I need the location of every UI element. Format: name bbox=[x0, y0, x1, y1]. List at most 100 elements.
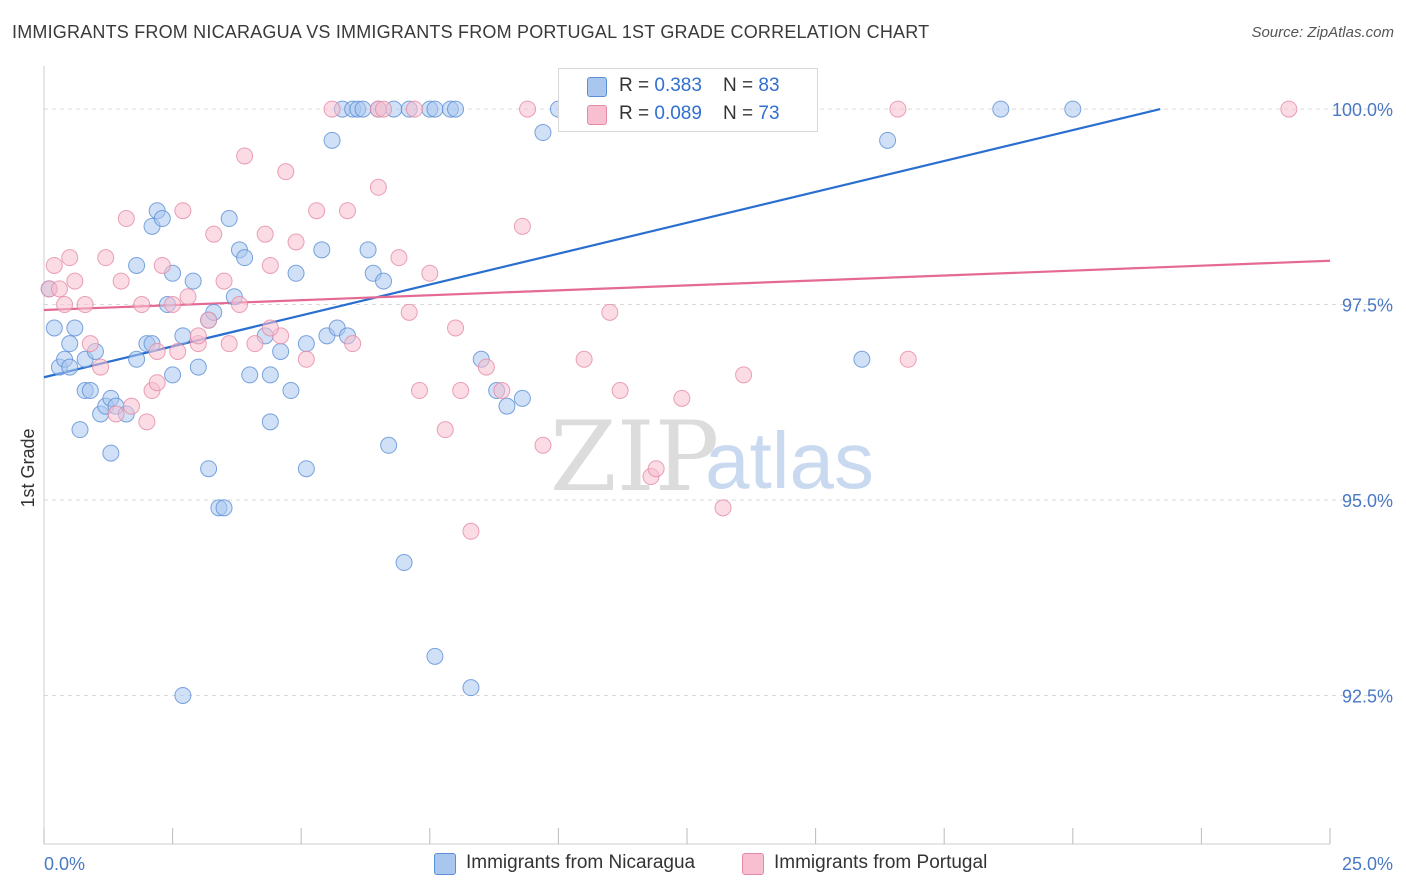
point-portugal bbox=[647, 460, 665, 478]
point-portugal bbox=[138, 413, 156, 431]
point-portugal bbox=[92, 358, 110, 376]
y-tick-label: 100.0% bbox=[1332, 100, 1393, 120]
point-nicaragua bbox=[498, 397, 516, 415]
point-nicaragua bbox=[879, 131, 897, 149]
point-portugal bbox=[575, 350, 593, 368]
series-swatch-portugal bbox=[742, 853, 764, 875]
point-nicaragua bbox=[462, 679, 480, 697]
point-nicaragua bbox=[236, 249, 254, 267]
point-portugal bbox=[205, 225, 223, 243]
point-nicaragua bbox=[174, 686, 192, 704]
point-portugal bbox=[462, 522, 480, 540]
point-portugal bbox=[405, 100, 423, 118]
point-nicaragua bbox=[323, 131, 341, 149]
grid-layer bbox=[44, 108, 1395, 696]
watermark-zip: ZIP bbox=[550, 401, 719, 513]
legend-r-value: 0.089 bbox=[654, 103, 702, 124]
point-portugal bbox=[411, 382, 429, 400]
point-portugal bbox=[148, 374, 166, 392]
point-portugal bbox=[344, 335, 362, 353]
point-nicaragua bbox=[513, 389, 531, 407]
point-nicaragua bbox=[220, 210, 238, 228]
point-nicaragua bbox=[282, 382, 300, 400]
point-nicaragua bbox=[380, 436, 398, 454]
point-nicaragua bbox=[992, 100, 1010, 118]
point-portugal bbox=[133, 296, 151, 314]
x-tick-label: 25.0% bbox=[1342, 854, 1393, 874]
point-portugal bbox=[714, 499, 732, 517]
legend-r-value: 0.383 bbox=[654, 75, 702, 96]
point-portugal bbox=[297, 350, 315, 368]
point-nicaragua bbox=[102, 444, 120, 462]
point-nicaragua bbox=[426, 647, 444, 665]
point-portugal bbox=[375, 100, 393, 118]
point-nicaragua bbox=[261, 413, 279, 431]
point-portugal bbox=[189, 327, 207, 345]
tick-label-layer: 100.0% 97.5% 95.0% 92.5% 0.0% 25.0% bbox=[44, 100, 1393, 874]
point-portugal bbox=[122, 397, 140, 415]
point-portugal bbox=[97, 249, 115, 267]
point-portugal bbox=[477, 358, 495, 376]
legend-swatch-nicaragua bbox=[587, 77, 607, 97]
point-nicaragua bbox=[447, 100, 465, 118]
point-nicaragua bbox=[128, 350, 146, 368]
point-portugal bbox=[519, 100, 537, 118]
y-axis-label: 1st Grade bbox=[18, 428, 38, 507]
point-portugal bbox=[45, 256, 63, 274]
point-portugal bbox=[611, 382, 629, 400]
point-nicaragua bbox=[395, 554, 413, 572]
stats-legend: R = 0.383 N = 83 R = 0.089 N = 73 bbox=[558, 68, 818, 132]
point-portugal bbox=[369, 178, 387, 196]
point-nicaragua bbox=[534, 124, 552, 142]
point-portugal bbox=[174, 202, 192, 220]
trendline-portugal bbox=[43, 259, 1331, 312]
point-portugal bbox=[148, 342, 166, 360]
point-portugal bbox=[534, 436, 552, 454]
points-layer bbox=[40, 100, 1298, 704]
point-nicaragua bbox=[66, 319, 84, 337]
legend-n-label: N = bbox=[723, 75, 759, 96]
point-portugal bbox=[112, 272, 130, 290]
point-portugal bbox=[308, 202, 326, 220]
legend-n-value: 73 bbox=[758, 103, 780, 124]
point-nicaragua bbox=[426, 100, 444, 118]
legend-r-label: R = bbox=[619, 103, 655, 124]
watermark: ZIP atlas bbox=[550, 401, 874, 513]
legend-n-label: N = bbox=[723, 103, 759, 124]
point-portugal bbox=[261, 256, 279, 274]
point-nicaragua bbox=[200, 460, 218, 478]
point-nicaragua bbox=[164, 366, 182, 384]
point-nicaragua bbox=[215, 499, 233, 517]
point-nicaragua bbox=[128, 256, 146, 274]
point-portugal bbox=[493, 382, 511, 400]
point-portugal bbox=[889, 100, 907, 118]
point-nicaragua bbox=[287, 264, 305, 282]
point-portugal bbox=[230, 296, 248, 314]
point-portugal bbox=[513, 217, 531, 235]
point-nicaragua bbox=[189, 358, 207, 376]
point-portugal bbox=[236, 147, 254, 165]
point-portugal bbox=[421, 264, 439, 282]
legend-swatch-portugal bbox=[587, 105, 607, 125]
point-portugal bbox=[601, 303, 619, 321]
point-nicaragua bbox=[61, 335, 79, 353]
point-portugal bbox=[81, 335, 99, 353]
point-portugal bbox=[153, 256, 171, 274]
legend-r-label: R = bbox=[619, 75, 655, 96]
legend-text-nicaragua: R = 0.383 N = 83 bbox=[619, 75, 780, 97]
point-portugal bbox=[246, 335, 264, 353]
point-portugal bbox=[117, 210, 135, 228]
point-nicaragua bbox=[1064, 100, 1082, 118]
point-portugal bbox=[220, 335, 238, 353]
point-portugal bbox=[61, 249, 79, 267]
point-portugal bbox=[179, 288, 197, 306]
point-nicaragua bbox=[153, 210, 171, 228]
series-label-portugal: Immigrants from Portugal bbox=[774, 852, 988, 873]
point-portugal bbox=[673, 389, 691, 407]
point-portugal bbox=[76, 296, 94, 314]
point-nicaragua bbox=[81, 382, 99, 400]
legend-n-value: 83 bbox=[758, 75, 780, 96]
point-portugal bbox=[56, 296, 74, 314]
point-portugal bbox=[107, 405, 125, 423]
point-nicaragua bbox=[272, 342, 290, 360]
